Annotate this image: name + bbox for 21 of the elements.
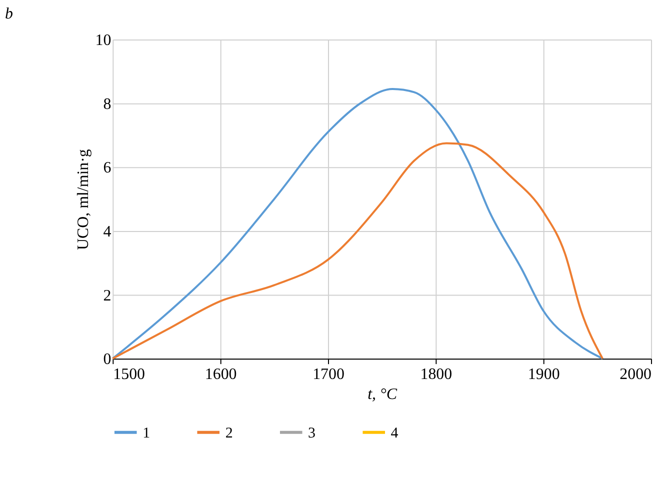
- line-series: [112, 88, 604, 360]
- x-tick-label: 1600: [204, 366, 237, 384]
- legend-label: 1: [142, 425, 150, 442]
- y-tick-label: 10: [95, 32, 112, 50]
- x-tick-label: 1900: [528, 366, 560, 384]
- x-tick-label: 1800: [420, 366, 452, 384]
- x-tick-label: 1500: [113, 366, 146, 384]
- y-axis-title: UCO, ml/min·g: [75, 149, 92, 250]
- chart-title: b: [4, 6, 13, 23]
- y-tick-label: 8: [103, 96, 112, 113]
- legend-label: 2: [225, 425, 233, 442]
- y-tick-label: 0: [103, 351, 112, 368]
- line-series: [112, 142, 604, 360]
- y-tick-label: 4: [103, 223, 112, 240]
- legend-label: 4: [390, 425, 399, 442]
- y-tick-label: 2: [103, 287, 112, 304]
- legend-label: 3: [308, 425, 316, 442]
- y-tick-label: 6: [103, 160, 112, 177]
- x-tick-label: 2000: [620, 366, 652, 384]
- x-axis-title: t, °C: [368, 386, 398, 403]
- x-tick-label: 1700: [312, 366, 344, 384]
